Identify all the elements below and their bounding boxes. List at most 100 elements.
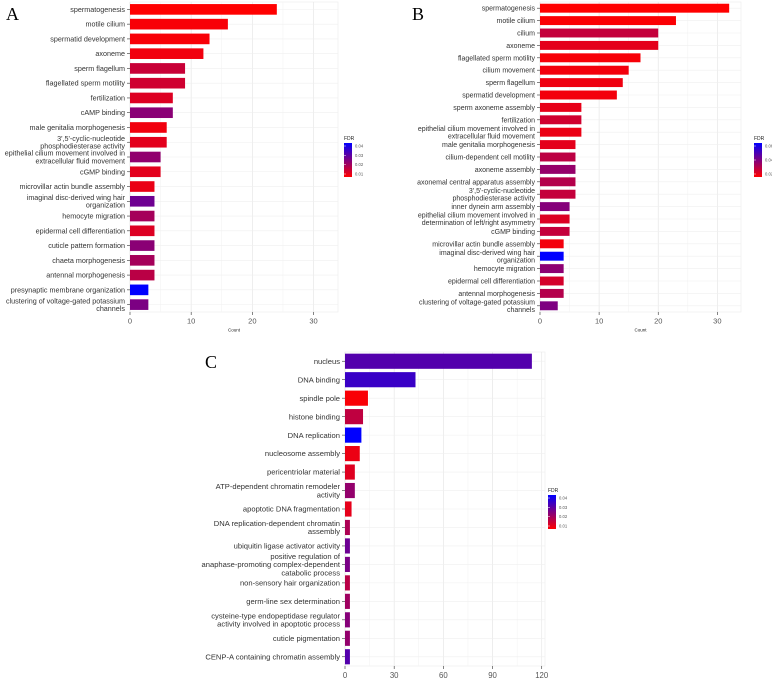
bar <box>130 210 155 222</box>
category-label: spermatogenesis <box>482 6 536 13</box>
category-label: germ-line sex determination <box>246 597 340 606</box>
category-label: spermatid development <box>462 92 535 99</box>
category-label: inner dynein arm assembly <box>451 204 535 211</box>
bar <box>540 251 564 261</box>
category-label: cilium <box>517 30 535 37</box>
bar <box>540 102 582 112</box>
category-label: non-sensory hair organization <box>240 579 340 588</box>
category-label: fertilization <box>502 117 536 124</box>
category-label: nucleus <box>314 357 340 366</box>
x-axis-title: Count <box>634 328 647 333</box>
x-tick-label: 30 <box>390 671 399 680</box>
legend-label: 0.01 <box>355 172 364 177</box>
legend-label: 0.01 <box>559 524 568 529</box>
bar <box>345 464 355 480</box>
category-label: ATP-dependent chromatin remodeler activit… <box>216 482 341 499</box>
bar <box>345 538 350 554</box>
panel-letter: B <box>412 4 424 24</box>
category-label: spindle pole <box>299 394 340 403</box>
bar <box>345 446 360 462</box>
category-label: hemocyte migration <box>474 266 535 273</box>
legend-title: FDR <box>344 136 355 142</box>
bar <box>540 214 570 224</box>
category-label: sperm flagellum <box>486 80 536 87</box>
legend-title: FDR <box>548 488 559 494</box>
category-label: cilium-dependent cell motility <box>446 154 536 161</box>
x-tick-label: 30 <box>713 317 721 326</box>
bar <box>540 115 582 125</box>
legend-colorbar <box>548 495 556 529</box>
category-label: 3',5'-cyclic-nucleotide phosphodiesterase… <box>453 188 536 203</box>
category-label: nucleosome assembly <box>265 449 340 458</box>
legend-label: 0.04 <box>559 496 568 501</box>
bar <box>130 284 149 296</box>
category-label: epidermal cell differentiation <box>448 278 535 285</box>
bar <box>130 151 161 163</box>
bar <box>540 288 564 298</box>
panel-letter: C <box>205 352 217 372</box>
bar <box>540 140 576 150</box>
panel-letter: A <box>6 4 19 24</box>
bar <box>130 122 167 133</box>
category-label: cuticle pigmentation <box>273 634 340 643</box>
legend-label: 0.03 <box>559 505 568 510</box>
bar <box>130 269 155 281</box>
category-label: histone binding <box>289 412 340 421</box>
category-label: CENP-A containing chromatin assembly <box>205 652 340 661</box>
x-tick-label: 30 <box>309 317 317 326</box>
bar <box>130 92 173 104</box>
category-label: ubiquitin ligase activator activity <box>234 542 341 551</box>
legend-title: FDR <box>754 136 765 142</box>
bar <box>540 28 659 38</box>
bar <box>345 372 416 388</box>
bar <box>345 353 532 369</box>
x-tick-label: 0 <box>538 317 542 326</box>
bar <box>540 78 623 88</box>
bar <box>345 390 368 406</box>
x-tick-label: 10 <box>187 317 195 326</box>
bar <box>540 127 582 137</box>
bar <box>130 299 149 310</box>
category-label: axoneme <box>95 49 125 58</box>
bar <box>540 164 576 174</box>
category-label: motile cilium <box>496 18 535 25</box>
bar <box>540 177 576 187</box>
bar <box>540 53 641 63</box>
category-label: DNA replication-dependent chromatin assem… <box>214 519 340 536</box>
bar <box>540 239 564 249</box>
bar <box>345 593 350 609</box>
bar <box>130 77 186 89</box>
category-label: apoptotic DNA fragmentation <box>243 505 340 514</box>
x-tick-label: 0 <box>128 317 132 326</box>
category-label: spermatogenesis <box>70 5 125 14</box>
category-label: pericentriolar material <box>267 468 340 477</box>
category-label: hemocyte migration <box>62 212 125 221</box>
bar <box>345 409 364 425</box>
bar <box>345 649 350 665</box>
bar <box>130 225 155 237</box>
bar <box>345 501 352 517</box>
category-label: cysteine-type endopeptidase regulator act… <box>211 611 340 628</box>
category-label: cilium movement <box>482 68 535 75</box>
category-label: epithelial cilium movement involved in ex… <box>418 126 535 141</box>
legend-label: 0.02 <box>559 514 568 519</box>
bar <box>130 48 204 59</box>
category-label: microvillar actin bundle assembly <box>20 182 126 191</box>
category-label: cAMP binding <box>81 108 125 117</box>
bar <box>130 181 155 192</box>
category-label: cuticle pattern formation <box>48 241 125 250</box>
legend-label: 0.03 <box>355 153 364 158</box>
category-label: flagellated sperm motility <box>46 79 126 88</box>
category-label: clustering of voltage-gated potassium cha… <box>6 296 125 313</box>
category-label: clustering of voltage-gated potassium cha… <box>419 299 535 314</box>
bar <box>540 90 617 100</box>
bar <box>130 4 277 15</box>
bar <box>345 482 355 499</box>
bar <box>540 202 570 212</box>
bar <box>345 630 350 646</box>
